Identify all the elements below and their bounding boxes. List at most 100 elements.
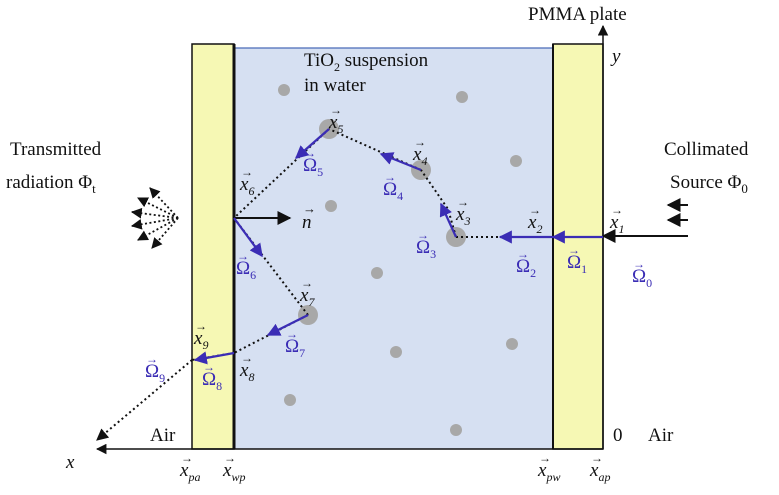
omega-5-arrow — [295, 128, 330, 159]
svg-text:→: → — [224, 451, 236, 465]
svg-text:xap: xap — [589, 460, 610, 484]
direction-labels: Ω0→Ω1→Ω2→Ω3→Ω4→Ω5→Ω6→Ω7→Ω8→Ω9→ — [145, 146, 652, 393]
omega-6-arrow — [233, 217, 263, 258]
particle — [325, 200, 337, 212]
position-label-7: x7→ — [299, 276, 315, 309]
svg-text:x6: x6 — [239, 174, 254, 198]
normal-label-arrow: → — [303, 201, 316, 216]
svg-text:x8: x8 — [239, 360, 254, 384]
collimated-label-line2: Source Φ0 — [670, 172, 748, 196]
svg-text:x2: x2 — [527, 212, 542, 236]
svg-text:→: → — [414, 135, 426, 149]
svg-text:Ω5: Ω5 — [303, 155, 323, 179]
svg-text:Ω4: Ω4 — [383, 179, 403, 203]
left-pmma-plate — [191, 43, 235, 450]
svg-text:Ω6: Ω6 — [236, 258, 256, 282]
svg-text:→: → — [330, 103, 342, 117]
normal-label: n — [302, 212, 312, 233]
y-axis-label: y — [610, 46, 621, 67]
svg-text:→: → — [517, 247, 529, 261]
svg-text:Ω3: Ω3 — [416, 237, 436, 261]
direction-arrows — [193, 128, 603, 365]
direction-label-omega-5: Ω5→ — [303, 146, 323, 179]
suspension-label-line2: in water — [304, 75, 366, 96]
origin-zero-label: 0 — [613, 425, 623, 446]
suspension-label: TiO2 suspension — [304, 50, 429, 74]
water-suspension-region — [234, 48, 553, 449]
svg-text:→: → — [591, 451, 603, 465]
svg-text:→: → — [195, 319, 207, 333]
direction-label-omega-2: Ω2→ — [516, 247, 536, 280]
pmma-plate-label: PMMA plate — [528, 4, 627, 25]
air-left-label: Air — [150, 425, 176, 446]
collimated-label-line1: Collimated — [664, 139, 749, 160]
svg-text:Ω2: Ω2 — [516, 256, 536, 280]
direction-label-omega-3: Ω3→ — [416, 228, 436, 261]
svg-text:x5: x5 — [328, 112, 343, 136]
svg-text:→: → — [633, 257, 645, 271]
svg-text:xpw: xpw — [537, 460, 560, 484]
svg-text:→: → — [611, 203, 623, 217]
position-label-4: x4→ — [412, 135, 427, 168]
svg-text:Ω7: Ω7 — [285, 336, 305, 360]
direction-label-omega-9: Ω9→ — [145, 352, 165, 385]
svg-text:xwp: xwp — [222, 460, 245, 484]
transmitted-label-line1: Transmitted — [10, 139, 102, 160]
position-label-6: x6→ — [239, 165, 254, 198]
particle — [456, 91, 468, 103]
x-axis-label: x — [65, 452, 75, 473]
svg-text:→: → — [384, 170, 396, 184]
boundary-label-wp: xwp→ — [222, 451, 245, 484]
svg-text:→: → — [203, 360, 215, 374]
omega-7-arrow — [266, 314, 309, 336]
boundary-label-pa: xpa→ — [179, 451, 200, 484]
particle — [450, 424, 462, 436]
boundary-labels: xpa→xwp→xpw→xap→ — [179, 451, 610, 484]
svg-text:→: → — [237, 249, 249, 263]
particle — [390, 346, 402, 358]
particle — [371, 267, 383, 279]
position-labels: x1→x2→x3→x4→x5→x6→x7→x8→x9→ — [193, 103, 624, 384]
svg-text:x9: x9 — [193, 328, 208, 352]
collimated-source-arrows — [601, 198, 688, 243]
svg-text:xpa: xpa — [179, 460, 200, 484]
svg-text:Ω1: Ω1 — [567, 252, 587, 276]
direction-label-omega-0: Ω0→ — [632, 257, 652, 290]
svg-text:→: → — [457, 195, 469, 209]
direction-label-omega-8: Ω8→ — [202, 360, 222, 393]
omega-4-arrow — [379, 152, 422, 172]
svg-text:→: → — [286, 327, 298, 341]
position-label-1: x1→ — [609, 203, 624, 236]
position-label-2: x2→ — [527, 203, 542, 236]
position-label-8: x8→ — [239, 351, 254, 384]
svg-text:→: → — [529, 203, 541, 217]
svg-text:→: → — [301, 276, 313, 290]
svg-text:→: → — [304, 146, 316, 160]
svg-text:→: → — [568, 243, 580, 257]
particle — [278, 84, 290, 96]
position-label-3: x3→ — [455, 195, 470, 228]
svg-text:→: → — [417, 228, 429, 242]
direction-label-omega-1: Ω1→ — [567, 243, 587, 276]
svg-text:→: → — [241, 165, 253, 179]
svg-text:→: → — [241, 351, 253, 365]
svg-text:→: → — [181, 451, 193, 465]
position-label-9: x9→ — [193, 319, 208, 352]
direction-label-omega-6: Ω6→ — [236, 249, 256, 282]
omega-3-arrow — [439, 202, 458, 238]
particle — [506, 338, 518, 350]
svg-text:x7: x7 — [299, 285, 315, 309]
particle — [284, 394, 296, 406]
particle — [510, 155, 522, 167]
exit-ray — [96, 359, 193, 441]
right-pmma-plate — [552, 43, 604, 450]
transmitted-label-line2: radiation Φt — [6, 172, 96, 196]
boundary-label-ap: xap→ — [589, 451, 610, 484]
svg-text:x1: x1 — [609, 212, 624, 236]
omega-8-arrow — [193, 351, 235, 365]
svg-text:Ω0: Ω0 — [632, 266, 652, 290]
direction-label-omega-4: Ω4→ — [383, 170, 403, 203]
svg-text:x3: x3 — [455, 204, 470, 228]
svg-text:→: → — [146, 352, 158, 366]
